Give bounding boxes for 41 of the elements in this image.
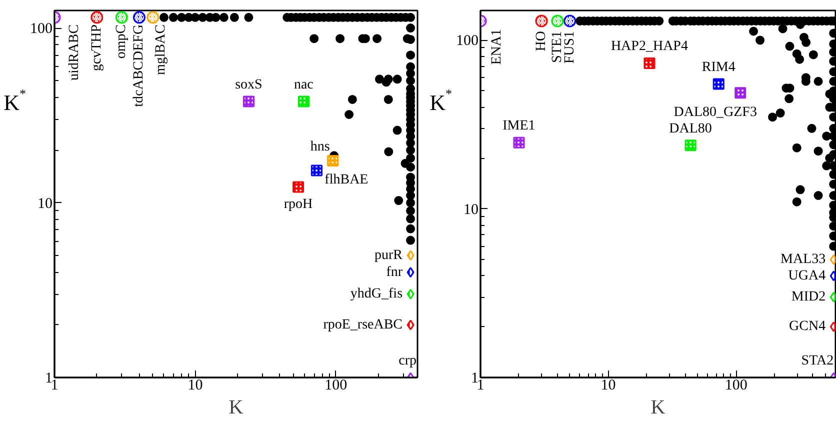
series-label: rpoE_rseABC <box>323 317 403 332</box>
series-label: DAL80_GZF3 <box>674 104 757 120</box>
y-tick-label: 100 <box>456 33 478 50</box>
series-label: MAL33 <box>780 252 826 268</box>
series-label: purR <box>374 248 404 263</box>
text: tdcABCDEFG <box>132 24 147 107</box>
x-tick-label: 100 <box>724 378 748 394</box>
text: HO <box>534 30 549 52</box>
series-label: flhBAE <box>324 172 368 188</box>
text: mglBAC <box>153 24 168 75</box>
series-label: fnr <box>386 264 403 280</box>
x-tick-label: 100 <box>324 378 348 394</box>
text: FUS1 <box>562 30 578 64</box>
series-label: IME1 <box>502 118 536 134</box>
series-label: GCN4 <box>789 319 826 334</box>
series-label: rpoH <box>284 197 313 212</box>
series-label: yhdG_fis <box>350 286 403 302</box>
text: ENA1 <box>490 28 504 65</box>
series-label: MID2 <box>791 290 826 305</box>
series-label: hns <box>310 140 330 155</box>
text: ompC <box>114 24 130 59</box>
text: gcvTHP <box>89 24 104 72</box>
series-label: RIM4 <box>702 60 736 75</box>
text: STE1 <box>550 30 565 63</box>
series-label: nac <box>294 77 314 92</box>
x-axis-title: K <box>650 396 666 418</box>
x-tick-label: 10 <box>188 378 203 394</box>
y-tick-label: 100 <box>30 21 52 38</box>
series-label: STA2 <box>801 354 834 368</box>
series-label: DAL80 <box>669 121 712 136</box>
y-tick-label: 10 <box>38 196 52 212</box>
y-axis-title: K* <box>4 86 26 115</box>
x-tick-label: 10 <box>600 378 616 394</box>
series-label: UGA4 <box>788 268 826 284</box>
y-axis-title: K* <box>430 86 452 115</box>
series-label: HAP2_HAP4 <box>610 39 688 54</box>
series-label: soxS <box>235 77 262 92</box>
text: uidRABC <box>67 24 82 80</box>
series-label: crp <box>398 354 417 368</box>
y-tick-label: 10 <box>464 202 478 218</box>
x-axis-title: K <box>228 396 244 418</box>
